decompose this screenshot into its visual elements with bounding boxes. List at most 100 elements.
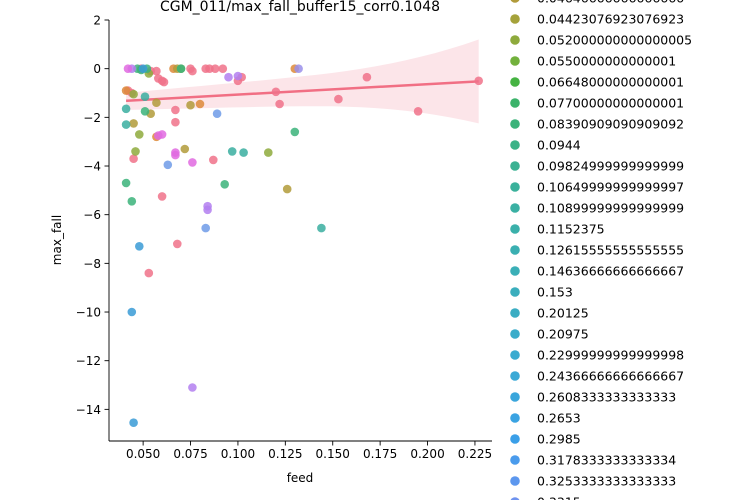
legend-label: 0.04423076923076923 [537,12,684,27]
data-point [209,155,218,165]
y-tick-label: −4 [83,160,101,174]
data-point [188,158,197,167]
legend-marker [510,434,520,444]
data-point [173,239,182,249]
legend-marker [510,350,520,360]
data-point [239,148,248,157]
data-point [152,66,161,76]
data-point [123,64,133,73]
legend-label: 0.0550000000000001 [537,54,676,69]
legend-label: 0.0944 [537,138,581,153]
data-point [210,64,220,73]
data-point [135,242,144,251]
data-point [171,150,180,160]
legend-label: 0.2653 [537,411,581,426]
y-tick-label: −12 [76,354,101,368]
data-point [203,205,212,215]
legend-marker [510,413,520,423]
legend-label: 0.2608333333333333 [537,390,676,405]
data-point [131,147,140,156]
data-point [152,98,161,107]
legend-label: 0.10899999999999999 [537,201,684,216]
regression-line [125,80,479,103]
legend-marker [510,0,520,3]
y-axis-label: max_fall [50,215,64,265]
legend-marker [510,308,520,318]
legend-label: 0.06648000000000001 [537,75,684,90]
data-point [362,72,372,82]
data-point [317,223,326,233]
data-point [186,100,195,110]
x-tick-label: 0.225 [458,447,492,461]
legend-marker [510,371,520,381]
legend-marker [510,245,520,255]
data-point [171,105,180,115]
x-tick-label: 0.175 [363,447,397,461]
data-point [282,184,292,194]
legend-label: 0.12615555555555555 [537,243,684,258]
y-tick-label: 2 [93,14,101,28]
legend-label: 0.1152375 [537,222,605,237]
legend-marker [510,392,520,402]
legend-marker [510,77,520,87]
data-point [180,144,190,154]
x-tick-label: 0.050 [126,447,160,461]
data-point [127,197,137,206]
y-tick-label: 0 [93,62,101,76]
data-point [188,383,197,392]
data-point [135,130,144,139]
x-tick-label: 0.075 [173,447,207,461]
legend-label: 0.09824999999999999 [537,159,684,174]
data-point [157,192,167,201]
y-tick-label: −2 [83,111,101,125]
data-point [218,64,228,73]
data-point [201,223,210,233]
data-point [290,127,300,137]
data-point [220,180,229,189]
data-point [121,120,131,129]
y-tick-label: −8 [83,257,101,271]
data-point [212,109,222,118]
data-point [474,76,484,86]
data-point [129,89,138,99]
data-point [413,107,423,116]
legend-label: 0.22999999999999998 [537,348,684,363]
data-point [224,72,233,82]
x-tick-label: 0.150 [316,447,350,461]
y-tick-label: −14 [76,403,101,417]
legend-label: 0.2985 [537,432,581,447]
data-point [121,104,131,114]
data-point [334,94,343,104]
legend-marker [510,14,520,24]
legend-marker [510,182,520,192]
legend-label: 0.3315 [537,495,581,500]
data-point [121,86,131,95]
legend-marker [510,140,520,150]
x-axis-label: feed [287,471,314,485]
legend-marker [510,161,520,171]
legend-label: 0.24366666666666667 [537,369,684,384]
legend: 0.04646666666666666 0.04423076923076923 0.… [510,0,692,500]
data-point [271,87,281,97]
legend-marker [510,266,520,276]
legend-marker [510,224,520,234]
legend-label: 0.04646666666666666 [537,0,684,6]
legend-marker [510,329,520,339]
legend-label: 0.08390909090909092 [537,117,684,132]
legend-marker [510,56,520,66]
legend-label: 0.20975 [537,327,589,342]
data-point [171,117,180,127]
data-point [157,130,167,139]
data-point [129,154,138,163]
data-point [275,99,284,109]
data-point [140,92,150,101]
data-point [294,64,303,73]
legend-marker [510,476,520,486]
legend-marker [510,98,520,108]
data-point [129,418,138,428]
legend-label: 0.153 [537,285,573,300]
x-tick-label: 0.125 [268,447,302,461]
data-point [264,148,273,157]
legend-marker [510,287,520,297]
data-point [195,99,205,109]
